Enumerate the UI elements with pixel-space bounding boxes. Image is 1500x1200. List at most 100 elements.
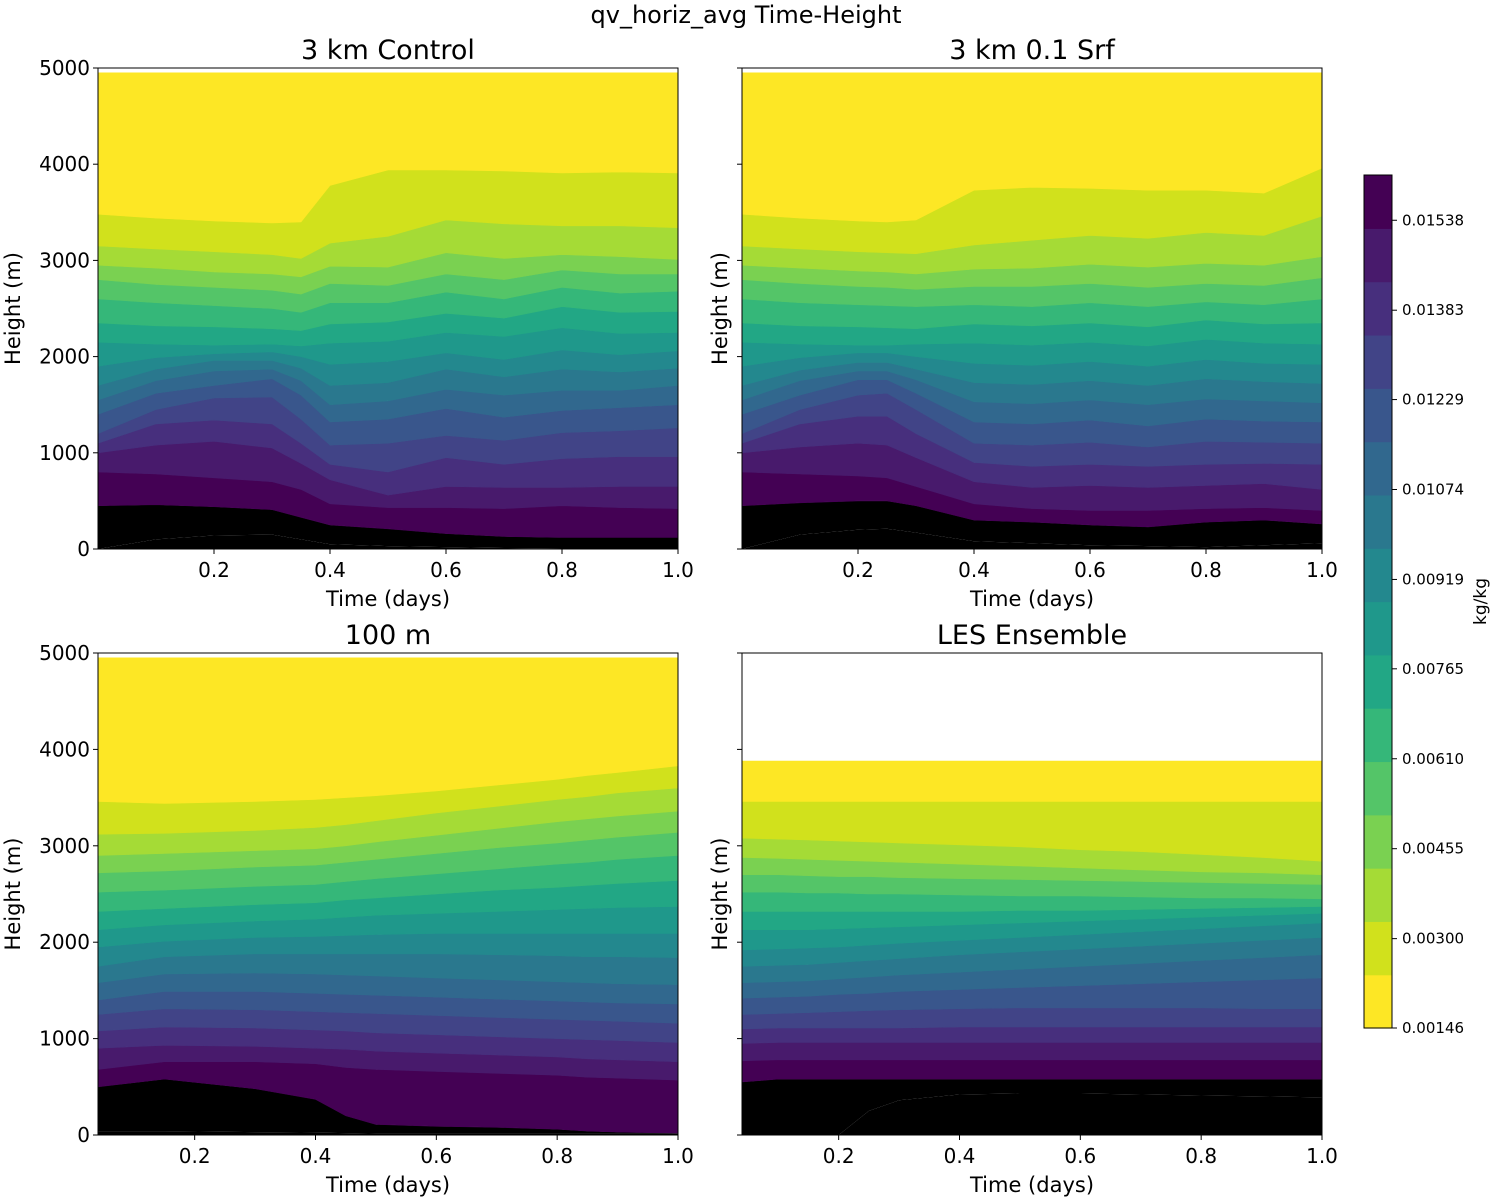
colorbar-band (1364, 281, 1392, 336)
y-axis-label: Height (m) (708, 838, 732, 951)
contour-band (98, 504, 678, 549)
x-tick-label: 0.4 (944, 1144, 976, 1168)
x-tick-label: 1.0 (662, 1144, 694, 1168)
x-tick-label: 0.8 (1190, 558, 1222, 582)
y-tick-label: 4000 (39, 152, 90, 176)
panel-title: 3 km 0.1 Srf (949, 35, 1116, 66)
contour-bands (742, 72, 1322, 549)
panel-2: 0.2 0.4 0.6 0.8 1.0 3 km 0.1 Srf Time (days) He… (708, 35, 1338, 611)
y-tick-label: 0 (77, 1123, 90, 1147)
colorbar-tick-label: 0.01229 (1402, 391, 1464, 409)
colorbar-band (1364, 388, 1392, 443)
contour-band (742, 72, 1322, 223)
x-tick-label: 0.8 (541, 1144, 573, 1168)
axes-frame (741, 67, 1323, 550)
y-axis-label: Height (m) (708, 252, 732, 365)
colorbar-tick-label: 0.00919 (1402, 570, 1464, 588)
contour-band (98, 534, 678, 549)
colorbar-tick-label: 0.00300 (1402, 930, 1464, 948)
y-tick-label: 1000 (39, 441, 90, 465)
y-tick-label: 1000 (39, 1027, 90, 1051)
colorbar-frame (1363, 174, 1393, 1029)
colorbar-tick-label: 0.00146 (1402, 1019, 1464, 1037)
colorbar: 0.00146 0.00300 0.00455 0.00610 0.00765 0.009… (1363, 174, 1491, 1037)
x-axis-label: Time (days) (325, 587, 450, 611)
contour-band (98, 657, 678, 804)
colorbar-band (1364, 334, 1392, 389)
colorbar-label: kg/kg (1471, 578, 1491, 625)
colorbar-band (1364, 921, 1392, 976)
y-tick-label: 4000 (39, 737, 90, 761)
y-tick-label: 3000 (39, 834, 90, 858)
colorbar-band (1364, 601, 1392, 656)
colorbar-band (1364, 654, 1392, 709)
contour-band (742, 1042, 1322, 1062)
x-tick-label: 0.6 (420, 1144, 452, 1168)
colorbar-band (1364, 175, 1392, 229)
y-tick-label: 0 (77, 537, 90, 561)
x-tick-label: 0.4 (314, 558, 346, 582)
colorbar-band (1364, 974, 1392, 1029)
y-tick-label: 5000 (39, 56, 90, 80)
x-tick-label: 0.6 (430, 558, 462, 582)
y-tick-label: 2000 (39, 345, 90, 369)
panel-4: 0.2 0.4 0.6 0.8 1.0 LES Ensemble Time (days) He… (708, 620, 1338, 1197)
x-tick-label: 1.0 (1306, 1144, 1338, 1168)
y-tick-label: 5000 (39, 641, 90, 665)
x-tick-label: 0.2 (179, 1144, 211, 1168)
y-tick-label: 3000 (39, 248, 90, 272)
panel-title: LES Ensemble (937, 620, 1127, 651)
contour-band (98, 1131, 678, 1135)
x-tick-label: 0.6 (1074, 558, 1106, 582)
contour-band (742, 528, 1322, 549)
panel-title: 3 km Control (301, 35, 475, 66)
x-tick-label: 1.0 (662, 558, 694, 582)
panel-title: 100 m (345, 620, 431, 651)
colorbar-band (1364, 761, 1392, 816)
x-tick-label: 0.2 (823, 1144, 855, 1168)
figure-title: qv_horiz_avg Time-Height (591, 1, 902, 29)
x-tick-label: 0.4 (300, 1144, 332, 1168)
axes-frame (741, 652, 1323, 1136)
panel-3: 0.2 0.4 0.6 0.8 1.0 0 1000 2000 3000 4000 5000 100 … (1, 620, 694, 1197)
panel-1: 0.2 0.4 0.6 0.8 1.0 0 1000 2000 3000 4000 5000 3 km… (1, 35, 694, 611)
contour-band (742, 760, 1322, 802)
y-axis-label: Height (m) (1, 838, 25, 951)
colorbar-tick-label: 0.01383 (1402, 301, 1464, 319)
contour-band (98, 72, 678, 224)
x-tick-label: 0.6 (1064, 1144, 1096, 1168)
x-tick-label: 1.0 (1306, 558, 1338, 582)
colorbar-tick-label: 0.00765 (1402, 660, 1464, 678)
contour-bands (98, 72, 678, 549)
contour-band (98, 1079, 678, 1134)
contour-band (742, 1059, 1322, 1083)
x-axis-label: Time (days) (969, 1173, 1094, 1197)
colorbar-band (1364, 228, 1392, 283)
colorbar-tick-label: 0.00455 (1402, 840, 1464, 858)
contour-band (742, 1026, 1322, 1044)
x-tick-label: 0.8 (546, 558, 578, 582)
x-axis-label: Time (days) (969, 587, 1094, 611)
contour-band (742, 1079, 1322, 1135)
contour-bands (98, 657, 678, 1135)
x-axis-label: Time (days) (325, 1173, 450, 1197)
x-tick-label: 0.8 (1185, 1144, 1217, 1168)
colorbar-band (1364, 814, 1392, 869)
contour-bands (742, 760, 1322, 1135)
contour-band (742, 500, 1322, 549)
colorbar-tick-label: 0.00610 (1402, 750, 1464, 768)
colorbar-band (1364, 548, 1392, 603)
axes-frame (97, 652, 679, 1136)
colorbar-band (1364, 494, 1392, 549)
x-tick-label: 0.2 (842, 558, 874, 582)
axes-frame (97, 67, 679, 550)
y-axis-label: Height (m) (1, 252, 25, 365)
contour-band (742, 1093, 1322, 1135)
colorbar-tick-label: 0.01074 (1402, 481, 1464, 499)
y-tick-label: 2000 (39, 930, 90, 954)
colorbar-tick-label: 0.01538 (1402, 211, 1464, 229)
colorbar-band (1364, 708, 1392, 763)
colorbar-band (1364, 441, 1392, 496)
x-tick-label: 0.2 (198, 558, 230, 582)
